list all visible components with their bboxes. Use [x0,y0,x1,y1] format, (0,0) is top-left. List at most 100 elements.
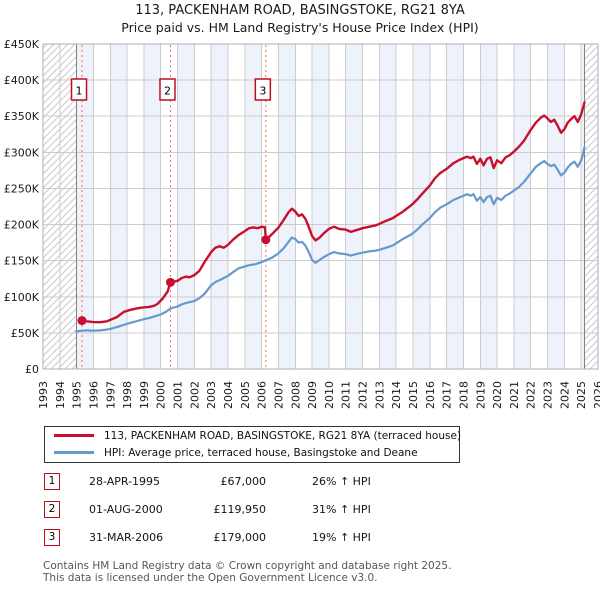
price-history-chart: 1 2 3 £0 £50K £100K £150K £200K £250K £300K £350K £… [4,38,600,409]
footer-line-2: This data is licensed under the Open Gov… [43,572,378,584]
page-title: 113, PACKENHAM ROAD, BASINGSTOKE, RG21 8… [135,3,465,18]
x-axis-tick-label: 2015 [407,381,420,409]
year-band [513,44,531,369]
x-axis-tick-label: 2002 [188,381,201,409]
x-axis-tick-label: 2014 [390,381,403,409]
property-price-line [80,101,586,324]
sale-vs-hpi: 31% ↑ HPI [312,503,371,516]
year-band [413,44,430,369]
sale-flag-box [70,78,88,101]
gridlines [43,44,598,369]
y-axis-tick-label: £300K [4,146,40,159]
year-band [244,44,262,369]
y-axis-tick-label: £250K [4,182,40,195]
sale-price: £179,000 [213,531,267,544]
x-axis-tick-label: 2022 [525,381,538,409]
sale-vs-hpi: 19% ↑ HPI [312,531,371,544]
x-axis-tick-label: 1995 [71,381,84,409]
x-axis-tick-label: 2004 [222,381,235,409]
sale-row-3: 3 31-MAR-2006 £179,000 19% ↑ HPI [0,529,600,547]
sale-point-marker [165,277,175,287]
sale-flag-number: 2 [164,85,171,98]
sale-point-marker [261,235,271,245]
year-band [446,44,464,369]
x-axis-tick-label: 1994 [54,381,67,409]
sale-number-badge: 2 [44,501,60,518]
x-axis-tick-label: 2017 [441,381,454,409]
plot-frame [42,43,599,370]
sale-price: £67,000 [220,475,267,488]
x-axis-tick-label: 2013 [373,381,386,409]
x-axis-tick-label: 2021 [508,381,521,409]
year-band [547,44,565,369]
page-subtitle: Price paid vs. HM Land Registry's House … [121,20,479,35]
sale-row-1: 1 28-APR-1995 £67,000 26% ↑ HPI [0,473,600,491]
footer-line-1: Contains HM Land Registry data © Crown c… [43,560,452,572]
y-axis-tick-label: £200K [4,219,40,232]
x-axis-tick-label: 1996 [87,381,100,409]
x-axis-tick-label: 2016 [424,381,437,409]
sale-date: 28-APR-1995 [89,475,161,488]
year-band [480,44,498,369]
x-axis-tick-label: 1999 [138,381,151,409]
sale-flag-number: 3 [259,85,266,98]
sale-date: 01-AUG-2000 [89,503,163,516]
sale-number-badge: 1 [44,473,60,490]
x-axis-tick-label: 1997 [104,381,117,409]
hpi-line-swatch [54,451,94,454]
license-footer: Contains HM Land Registry data © Crown c… [43,560,583,584]
legend-label-property: 113, PACKENHAM ROAD, BASINGSTOKE, RG21 8… [104,429,462,442]
x-axis-tick-label: 2007 [272,381,285,409]
x-axis-tick-label: 2023 [542,381,555,409]
x-axis-tick-label: 1998 [121,381,134,409]
year-band [177,44,195,369]
year-band [345,44,363,369]
sale-price: £119,950 [213,503,267,516]
x-axis-tick-label: 2006 [256,381,269,409]
x-axis-tick-label: 2012 [357,381,370,409]
x-axis-tick-label: 2024 [558,381,571,409]
legend-item-property: 113, PACKENHAM ROAD, BASINGSTOKE, RG21 8… [45,427,462,444]
sale-vs-hpi: 26% ↑ HPI [312,475,371,488]
y-axis-tick-label: £100K [4,291,40,304]
legend-label-hpi: HPI: Average price, terraced house, Basi… [104,446,418,459]
year-band [211,44,228,369]
x-axis-tick-label: 2010 [323,381,336,409]
legend-item-hpi: HPI: Average price, terraced house, Basi… [45,444,459,461]
x-axis-tick-label: 2003 [205,381,218,409]
x-axis-tick-label: 2008 [289,381,302,409]
year-band [110,44,128,369]
x-axis-tick-label: 2019 [474,381,487,409]
year-band [312,44,329,369]
sale-row-2: 2 01-AUG-2000 £119,950 31% ↑ HPI [0,501,600,519]
x-axis-tick-label: 1993 [37,381,50,409]
y-axis-tick-label: £450K [4,38,40,51]
y-axis-tick-label: £150K [4,255,40,268]
sale-point-marker [77,316,87,326]
x-axis-tick-label: 2018 [457,381,470,409]
year-band [76,44,94,369]
year-band [143,44,161,369]
y-axis-tick-label: £50K [11,327,40,340]
hatch-region-right [584,44,598,369]
x-axis-tick-label: 2020 [491,381,504,409]
sale-number-badge: 3 [44,529,60,546]
sale-date: 31-MAR-2006 [89,531,164,544]
sale-flag-box [254,78,272,101]
sale-flag-number: 1 [76,85,83,98]
chart-legend: 113, PACKENHAM ROAD, BASINGSTOKE, RG21 8… [44,426,462,463]
x-axis-tick-label: 2001 [172,381,185,409]
x-axis-tick-label: 2011 [340,381,353,409]
y-axis-tick-label: £0 [25,363,39,376]
property-line-swatch [54,434,94,437]
y-axis-tick-label: £400K [4,74,40,87]
year-band [379,44,397,369]
x-axis-tick-label: 2025 [575,381,588,409]
x-axis-tick-label: 2000 [155,381,168,409]
y-axis-tick-label: £350K [4,110,40,123]
x-axis-tick-label: 2005 [239,381,252,409]
x-axis-tick-label: 2009 [306,381,319,409]
hpi-line [75,146,586,333]
sale-flag-box [159,78,176,101]
